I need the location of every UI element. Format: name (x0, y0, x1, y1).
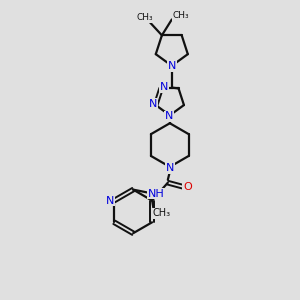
Text: CH₃: CH₃ (137, 13, 153, 22)
Text: CH₃: CH₃ (172, 11, 189, 20)
Text: CH₃: CH₃ (153, 208, 171, 218)
Text: N: N (165, 111, 173, 121)
Text: N: N (168, 61, 176, 71)
Text: N: N (148, 99, 157, 109)
Text: N: N (166, 163, 174, 173)
Text: N: N (106, 196, 115, 206)
Text: N: N (160, 82, 168, 92)
Text: NH: NH (148, 189, 164, 199)
Text: O: O (183, 182, 192, 192)
